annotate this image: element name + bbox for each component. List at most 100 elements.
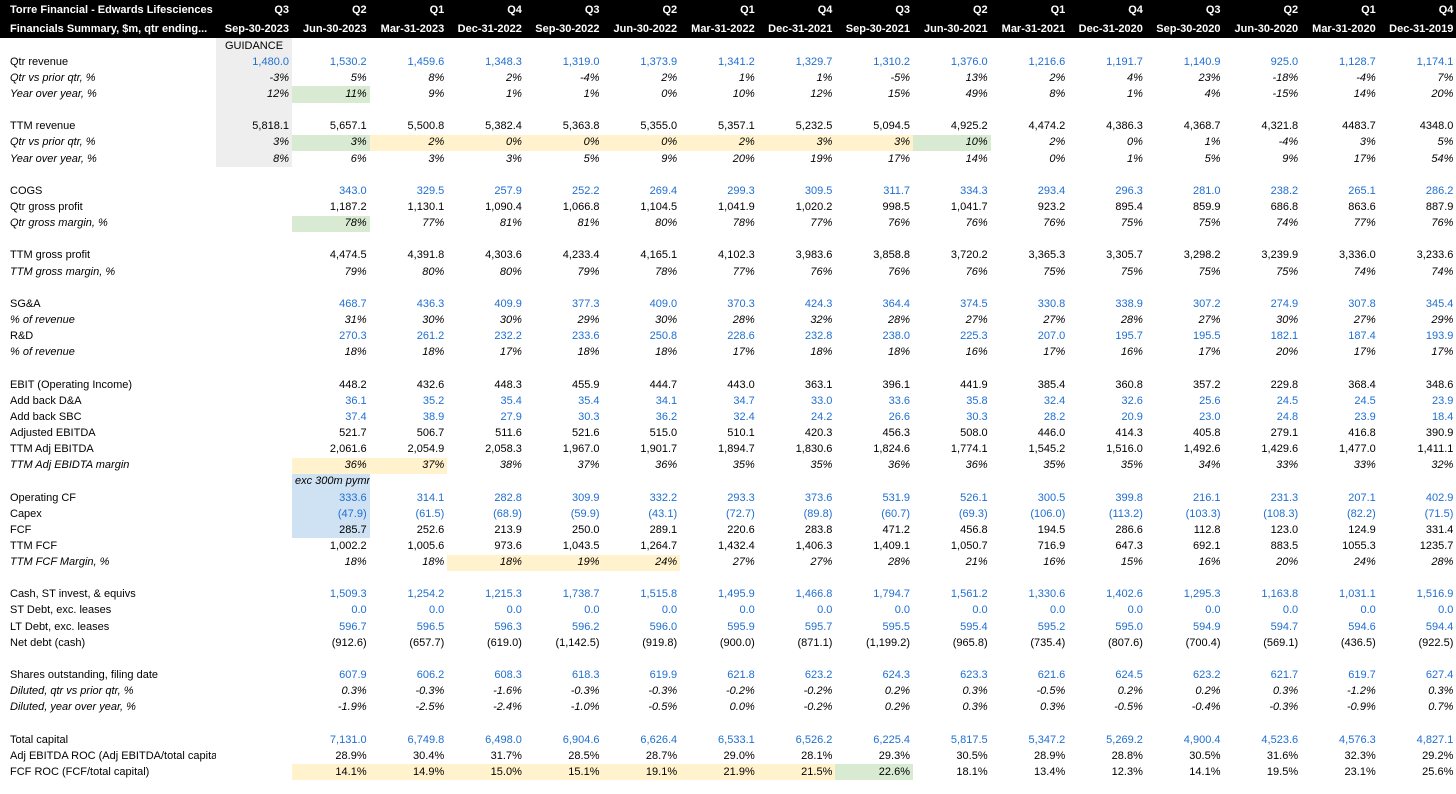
empty-cell <box>1146 474 1224 490</box>
value-cell: (1,142.5) <box>555 636 600 649</box>
value-cell: (965.8) <box>952 636 988 649</box>
value-cell: 74% <box>1431 265 1454 278</box>
date-header: Jun-30-2022 <box>602 19 681 38</box>
value-cell: 286.6 <box>1115 523 1143 536</box>
value-cell: 623.2 <box>1192 669 1221 682</box>
guidance-cell <box>216 183 292 199</box>
value-cell: 343.0 <box>339 184 367 197</box>
value-cell: 20% <box>1276 556 1299 569</box>
value-cell: 329.5 <box>416 184 445 197</box>
value-cell: 692.1 <box>1192 539 1221 552</box>
value-cell: 4% <box>1204 87 1221 100</box>
empty-cell <box>292 361 370 377</box>
value-cell: 261.2 <box>416 330 445 343</box>
empty-cell <box>680 280 758 296</box>
value-cell: (900.0) <box>719 636 755 649</box>
value-cell: 1% <box>738 71 755 84</box>
value-cell: 232.2 <box>494 330 522 343</box>
value-cell: 15% <box>887 87 910 100</box>
value-cell: 24.5 <box>1354 394 1376 407</box>
value-cell: 30.5% <box>956 749 988 762</box>
row-label: FCF ROC (FCF/total capital) <box>10 765 150 778</box>
value-cell: 14.1% <box>1189 765 1221 778</box>
empty-cell <box>525 571 603 587</box>
value-cell: 30.3 <box>966 410 988 423</box>
empty-cell <box>292 103 370 119</box>
value-cell: 28.8% <box>1111 749 1143 762</box>
guidance-cell: -3% <box>216 70 292 87</box>
value-cell: 27% <box>1198 313 1221 326</box>
empty-cell <box>292 280 370 296</box>
guidance-cell <box>216 377 292 393</box>
value-cell: 80% <box>499 265 522 278</box>
value-cell: (912.6) <box>331 636 367 649</box>
empty-cell <box>447 361 525 377</box>
value-cell: 1,191.7 <box>1106 55 1143 68</box>
value-cell: 18% <box>344 556 367 569</box>
guidance-cell <box>216 635 292 651</box>
value-cell: 74% <box>1353 265 1376 278</box>
value-cell: 15.0% <box>447 764 525 781</box>
value-cell: 390.9 <box>1425 426 1454 439</box>
value-cell: 2% <box>680 134 758 151</box>
value-cell: 36% <box>655 459 678 472</box>
value-cell: (106.0) <box>1030 507 1066 520</box>
data-row: SG&A 468.7 436.3 409.9 377.3 409.0 370.3 424.3 3… <box>0 296 1456 312</box>
value-cell: 18% <box>422 556 445 569</box>
row-label: TTM FCF Margin, % <box>10 556 110 569</box>
value-cell: 18% <box>655 346 678 359</box>
empty-cell <box>991 280 1069 296</box>
row-label: R&D <box>10 330 34 343</box>
value-cell: 35% <box>1043 459 1066 472</box>
row-label: TTM Adj EBITDA <box>10 443 94 456</box>
empty-cell <box>216 651 292 667</box>
value-cell: 293.4 <box>1037 184 1066 197</box>
value-cell: 1,187.2 <box>329 200 367 213</box>
empty-cell <box>1379 571 1456 587</box>
value-cell: 17% <box>1353 346 1376 359</box>
value-cell: 3,239.9 <box>1261 249 1299 262</box>
value-cell: 250.0 <box>571 523 600 536</box>
value-cell: 24.5 <box>1276 394 1299 407</box>
value-cell: 594.6 <box>1348 620 1376 633</box>
value-cell: 307.2 <box>1192 297 1221 310</box>
value-cell: 5,382.4 <box>485 120 522 133</box>
value-cell: 28% <box>887 313 910 326</box>
value-cell: 332.2 <box>649 491 678 504</box>
value-cell: 0% <box>524 134 603 151</box>
value-cell: 1,432.4 <box>718 539 755 552</box>
value-cell: 17% <box>1198 346 1221 359</box>
value-cell: 624.5 <box>1115 669 1143 682</box>
value-cell: 623.3 <box>960 669 988 682</box>
value-cell: 432.6 <box>416 378 445 391</box>
value-cell: 79% <box>344 265 367 278</box>
value-cell: 1,516.0 <box>1106 443 1143 456</box>
empty-cell <box>525 716 603 732</box>
value-cell: (108.3) <box>1263 507 1299 520</box>
value-cell: (922.5) <box>1418 636 1454 649</box>
value-cell: 887.9 <box>1425 200 1454 213</box>
value-cell: 77% <box>810 217 833 230</box>
value-cell: 296.3 <box>1115 184 1143 197</box>
value-cell: 1,429.6 <box>1261 443 1299 456</box>
row-label: TTM Adj EBIDTA margin <box>10 459 130 472</box>
value-cell: 374.5 <box>960 297 988 310</box>
empty-cell <box>835 103 913 119</box>
empty-cell <box>0 232 216 248</box>
value-cell: 468.7 <box>339 297 367 310</box>
data-row: Qtr vs prior qtr, % 3% 3% 2% 0% 0% 0% 2% 3% 3% 10%… <box>0 134 1456 151</box>
value-cell: 4,827.1 <box>1416 733 1454 746</box>
value-cell: 4,233.4 <box>562 249 600 262</box>
value-cell: 23.1% <box>1344 765 1376 778</box>
data-row: Qtr revenue 1,480.0 1,530.2 1,459.6 1,348.3 1… <box>0 54 1456 71</box>
date-header: Mar-31-2023 <box>369 19 448 38</box>
value-cell: (47.9) <box>292 506 370 523</box>
empty-cell <box>835 167 913 183</box>
date-header: Sep-30-2022 <box>524 19 603 38</box>
value-cell: 31% <box>344 313 367 326</box>
empty-cell <box>0 571 216 587</box>
value-cell: 6% <box>350 152 367 165</box>
value-cell: 1,130.1 <box>407 200 445 213</box>
value-cell: 5% <box>1437 136 1454 149</box>
value-cell: 76% <box>887 265 910 278</box>
